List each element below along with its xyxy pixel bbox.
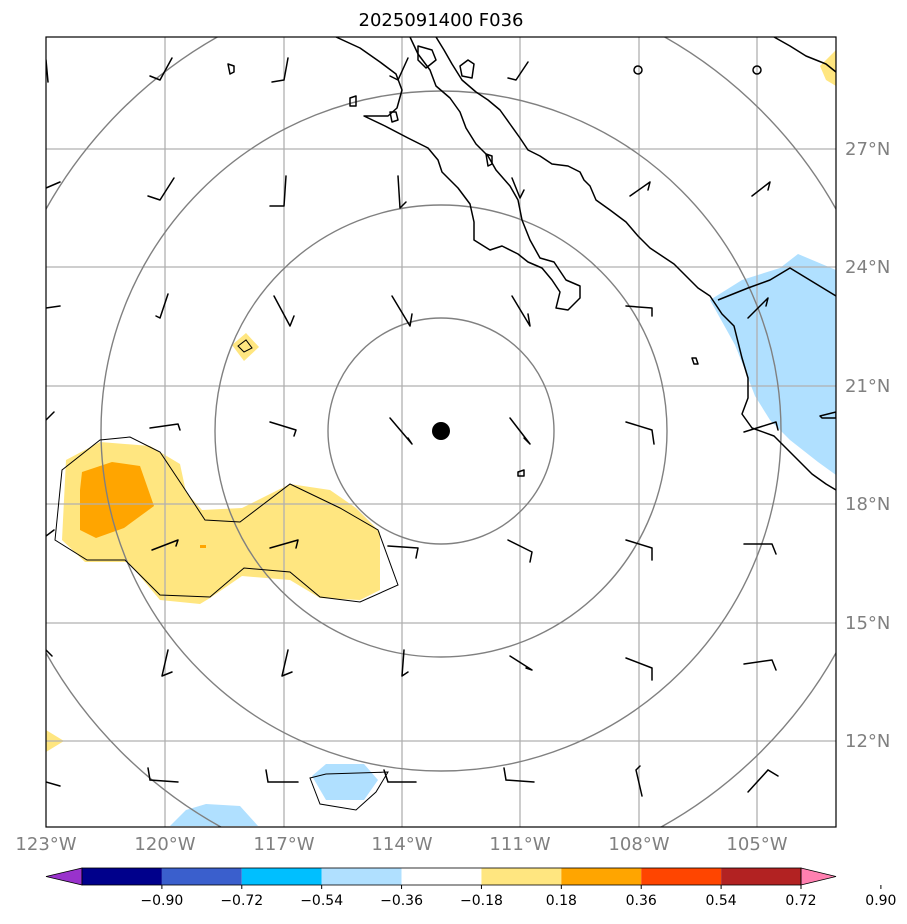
lat-label: 27°N bbox=[845, 139, 890, 160]
colorbar-segment bbox=[321, 868, 402, 885]
range-ring-2 bbox=[214, 204, 668, 658]
lat-label: 21°N bbox=[845, 376, 890, 397]
colorbar-segment bbox=[481, 868, 562, 885]
colorbar-tick-label: −0.90 bbox=[140, 893, 183, 909]
lat-label: 18°N bbox=[845, 494, 890, 515]
colorbar-segment bbox=[401, 868, 482, 885]
colorbar-tick-label: −0.54 bbox=[300, 893, 343, 909]
range-ring-1 bbox=[327, 317, 555, 545]
lon-label: 108°W bbox=[608, 834, 669, 855]
colorbar-tick-label: −0.72 bbox=[220, 893, 263, 909]
lon-label: 114°W bbox=[371, 834, 432, 855]
colorbar-extend-high bbox=[800, 867, 837, 886]
contour-lines bbox=[54, 339, 399, 811]
lon-label: 105°W bbox=[726, 834, 787, 855]
colorbar-segment bbox=[161, 868, 242, 885]
map-frame bbox=[45, 36, 837, 828]
colorbar-tick-label: 0.90 bbox=[865, 893, 896, 909]
storm-center-marker bbox=[432, 422, 450, 440]
colorbar-segment bbox=[641, 868, 722, 885]
colorbar-segment bbox=[721, 868, 801, 885]
colorbar-tick-label: 0.36 bbox=[626, 893, 657, 909]
positive-anomaly-shading bbox=[46, 50, 836, 752]
lon-label: 123°W bbox=[15, 834, 76, 855]
lat-label: 24°N bbox=[845, 257, 890, 278]
colorbar-tick-label: 0.54 bbox=[706, 893, 737, 909]
coastlines bbox=[227, 37, 836, 491]
colorbar-tick-label: −0.36 bbox=[380, 893, 423, 909]
lat-label: 15°N bbox=[845, 613, 890, 634]
colorbar: −0.90 −0.72 −0.54 −0.36 −0.18 0.18 0.36 0.54 0.7… bbox=[45, 867, 896, 909]
map-plot-area bbox=[46, 37, 836, 827]
lon-label: 117°W bbox=[253, 834, 314, 855]
colorbar-frame bbox=[81, 867, 802, 886]
lon-label: 120°W bbox=[134, 834, 195, 855]
colorbar-tick-label: 0.72 bbox=[785, 893, 816, 909]
colorbar-segment bbox=[561, 868, 642, 885]
latitude-labels: 27°N 24°N 21°N 18°N 15°N 12°N bbox=[845, 139, 890, 752]
longitude-labels: 123°W 120°W 117°W 114°W 111°W 108°W 105°… bbox=[15, 834, 787, 855]
colorbar-segment bbox=[82, 868, 162, 885]
colorbar-segment bbox=[241, 868, 322, 885]
colorbar-tick-label: −0.18 bbox=[460, 893, 503, 909]
lon-label: 111°W bbox=[489, 834, 550, 855]
colorbar-extend-low bbox=[45, 867, 83, 886]
map-title: 2025091400 F036 bbox=[359, 10, 524, 31]
lat-label: 12°N bbox=[845, 731, 890, 752]
colorbar-tick-label: 0.18 bbox=[546, 893, 577, 909]
wind-barbs bbox=[46, 57, 779, 797]
